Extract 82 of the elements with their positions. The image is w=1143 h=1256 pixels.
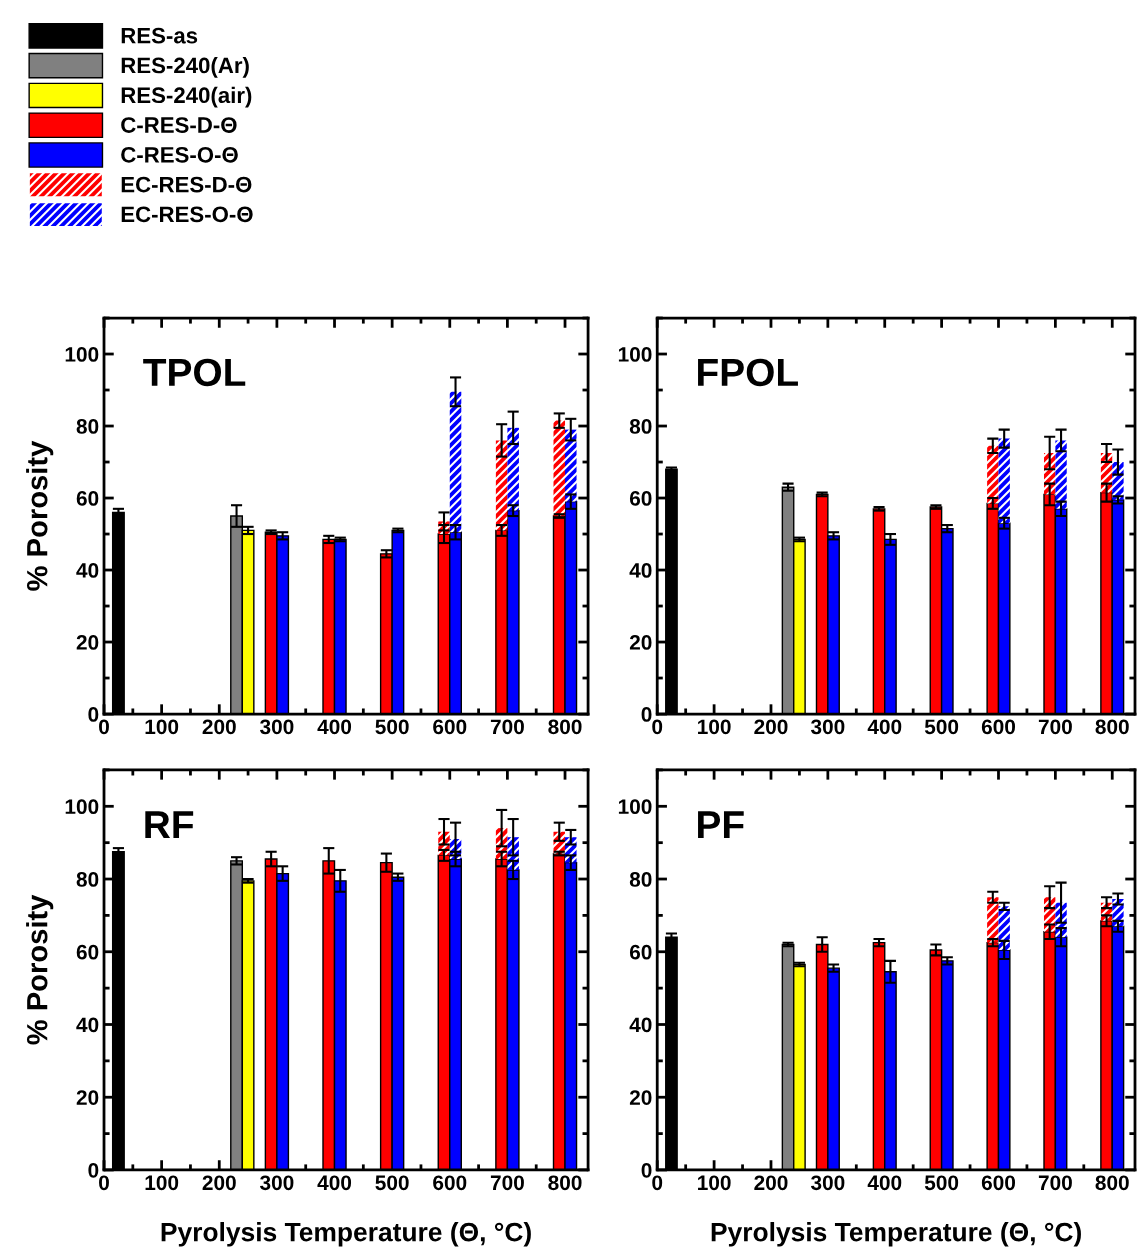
y-tick-label: 0 bbox=[641, 1162, 652, 1178]
x-tick-label: 500 bbox=[375, 719, 409, 735]
text: FPOL bbox=[698, 358, 798, 387]
legend-label: EC-RES-O-Θ bbox=[121, 206, 253, 223]
x-tick-label: 700 bbox=[1038, 719, 1072, 735]
y-tick-label: 20 bbox=[76, 635, 99, 650]
bar bbox=[553, 420, 566, 517]
legend-label: RES-240(air) bbox=[121, 86, 252, 108]
x-tick-label: 300 bbox=[259, 719, 294, 735]
x-tick-label: 800 bbox=[548, 1175, 582, 1191]
y-tick-label: 100 bbox=[65, 347, 99, 362]
x-tick-label: 700 bbox=[1038, 1175, 1072, 1191]
x-tick-label: 800 bbox=[1095, 1175, 1129, 1191]
x-tick-label: 300 bbox=[810, 1175, 845, 1191]
text: TPOL bbox=[143, 358, 246, 387]
x-tick-label: 700 bbox=[490, 719, 524, 735]
legend-label: C-RES-O-Θ bbox=[121, 146, 238, 163]
bar bbox=[998, 438, 1010, 524]
x-tick-label: 0 bbox=[652, 719, 663, 735]
x-tick-label: 300 bbox=[810, 719, 845, 735]
x-tick-label: 600 bbox=[433, 719, 467, 735]
y-tick-label: 0 bbox=[641, 707, 652, 722]
legend-label: RES-240(Ar) bbox=[121, 57, 249, 78]
x-tick-label: 100 bbox=[698, 1175, 731, 1191]
x-tick-label: 0 bbox=[99, 1175, 109, 1191]
y-tick-label: 80 bbox=[76, 872, 99, 887]
bar bbox=[565, 429, 577, 502]
x-axis-title: Pyrolysis Temperature (Θ, °C) bbox=[711, 1222, 1081, 1247]
y-tick-label: 100 bbox=[618, 347, 652, 362]
x-tick-label: 500 bbox=[375, 1175, 409, 1191]
x-tick-label: 500 bbox=[924, 1175, 959, 1191]
y-tick-label: 40 bbox=[76, 1017, 99, 1033]
y-tick-label: 80 bbox=[629, 419, 652, 434]
x-tick-label: 600 bbox=[981, 719, 1016, 735]
y-tick-label: 20 bbox=[76, 1090, 99, 1105]
legend-label: EC-RES-D-Θ bbox=[121, 176, 252, 193]
x-tick-label: 0 bbox=[652, 1175, 663, 1191]
y-tick-label: 80 bbox=[76, 419, 99, 434]
x-tick-label: 400 bbox=[317, 1175, 352, 1191]
x-tick-label: 200 bbox=[754, 719, 788, 735]
y-tick-label: 20 bbox=[629, 1090, 652, 1105]
x-tick-label: 600 bbox=[981, 1175, 1016, 1191]
y-tick-label: 60 bbox=[629, 491, 652, 506]
x-tick-label: 0 bbox=[99, 719, 109, 735]
bar bbox=[987, 445, 999, 504]
y-tick-label: 0 bbox=[88, 707, 99, 722]
x-tick-label: 400 bbox=[317, 719, 352, 735]
x-tick-label: 100 bbox=[698, 719, 731, 735]
bar bbox=[449, 391, 462, 533]
x-tick-label: 100 bbox=[145, 719, 179, 735]
x-tick-label: 400 bbox=[867, 1175, 902, 1191]
x-axis-title: Pyrolysis Temperature (Θ, °C) bbox=[161, 1222, 531, 1247]
y-tick-label: 0 bbox=[88, 1162, 99, 1178]
x-tick-label: 400 bbox=[867, 719, 902, 735]
y-axis-title: % Porosity bbox=[26, 440, 54, 591]
y-tick-label: 80 bbox=[629, 872, 652, 887]
legend-label: RES-as bbox=[121, 27, 198, 44]
x-tick-label: 800 bbox=[548, 719, 582, 735]
x-tick-label: 700 bbox=[490, 1175, 524, 1191]
y-tick-label: 40 bbox=[76, 563, 99, 578]
x-tick-label: 200 bbox=[754, 1175, 788, 1191]
x-tick-label: 200 bbox=[202, 719, 236, 735]
y-tick-label: 20 bbox=[629, 635, 652, 650]
bar bbox=[507, 427, 519, 511]
text: RF bbox=[145, 811, 194, 839]
x-tick-label: 300 bbox=[259, 1175, 294, 1191]
x-tick-label: 100 bbox=[145, 1175, 179, 1191]
x-tick-label: 800 bbox=[1095, 719, 1129, 735]
y-tick-label: 40 bbox=[629, 1017, 652, 1033]
y-tick-label: 100 bbox=[618, 799, 652, 815]
text: PF bbox=[698, 811, 744, 839]
legend-label: C-RES-D-Θ bbox=[121, 117, 237, 133]
y-tick-label: 60 bbox=[76, 491, 99, 506]
y-tick-label: 60 bbox=[76, 944, 99, 960]
y-tick-label: 100 bbox=[65, 799, 99, 815]
x-tick-label: 500 bbox=[924, 719, 959, 735]
bar bbox=[495, 440, 508, 531]
x-tick-label: 600 bbox=[433, 1175, 467, 1191]
y-tick-label: 60 bbox=[629, 944, 652, 960]
y-tick-label: 40 bbox=[629, 563, 652, 578]
x-tick-label: 200 bbox=[202, 1175, 236, 1191]
y-axis-title: % Porosity bbox=[26, 894, 54, 1045]
